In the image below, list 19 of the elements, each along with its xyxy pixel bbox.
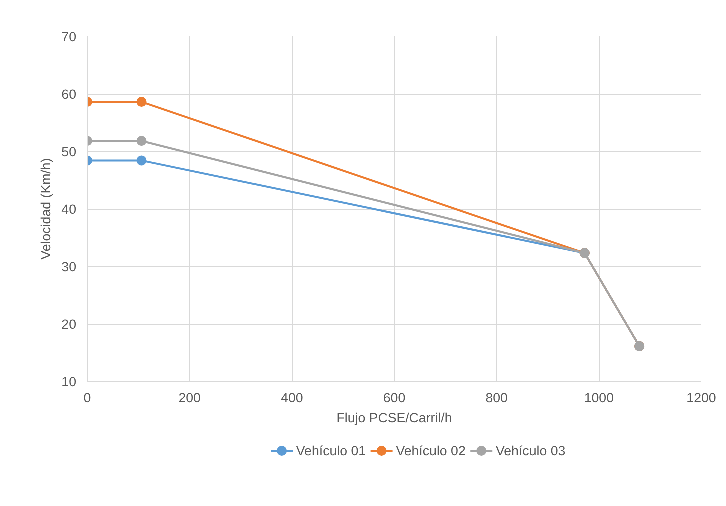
x-tick-label: 1200 — [686, 390, 716, 406]
legend-label: Vehículo 01 — [296, 444, 366, 458]
legend-label: Vehículo 02 — [396, 444, 466, 458]
x-tick-label: 800 — [486, 390, 508, 406]
y-tick-label: 50 — [62, 144, 77, 160]
legend-label: Vehículo 03 — [496, 444, 566, 458]
y-tick-label: 70 — [62, 30, 77, 44]
x-tick-label: 400 — [281, 390, 304, 406]
x-tick-label: 200 — [178, 390, 201, 406]
x-tick-label: 1000 — [584, 390, 614, 406]
x-axis-title: Flujo PCSE/Carril/h — [336, 410, 452, 426]
x-tick-label: 600 — [383, 390, 406, 406]
y-tick-label: 30 — [62, 260, 77, 274]
y-axis-title: Velocidad (Km/h) — [38, 158, 54, 260]
y-tick-label: 20 — [62, 317, 77, 332]
y-tick-label: 60 — [62, 87, 77, 102]
y-tick-label: 40 — [62, 202, 77, 217]
y-tick-label: 10 — [62, 374, 77, 390]
x-tick-label: 0 — [84, 390, 92, 406]
